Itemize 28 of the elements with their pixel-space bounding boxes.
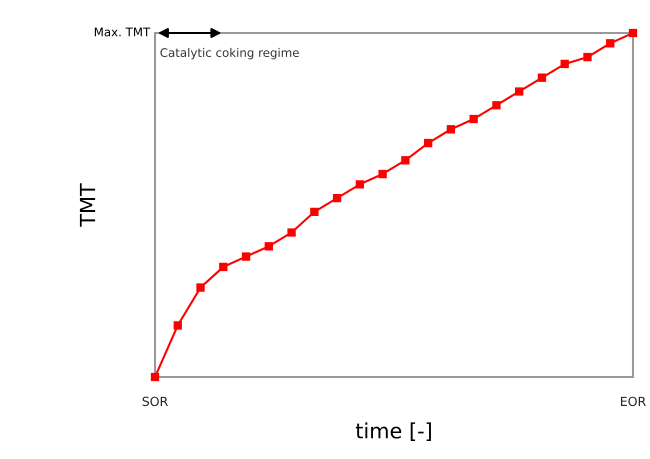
point [264,242,273,250]
point [583,52,592,62]
y-axis-title: TMT [80,183,96,227]
point [424,138,432,148]
annotation: Catalytic coking regime [160,48,299,60]
point [470,114,478,124]
point [401,156,410,164]
point [356,180,364,189]
point [560,60,569,68]
point [242,252,250,261]
x-tick-label: SOR [142,396,168,406]
point [606,39,614,48]
point [150,372,160,382]
point [174,321,182,330]
point [628,28,638,38]
point [196,283,205,292]
point [492,101,501,110]
point [538,74,546,82]
point [378,170,387,178]
x-tick-label: EOR [621,396,646,406]
point [515,87,524,96]
point [332,194,342,202]
point [310,208,318,216]
point [219,262,228,272]
point [446,125,456,134]
x-axis-title: time [-] [356,422,431,442]
text: Max. TMT [94,28,150,36]
point [287,228,296,237]
